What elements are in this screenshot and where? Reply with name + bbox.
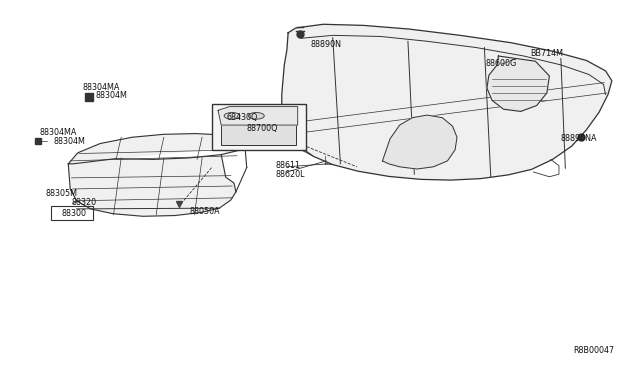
Polygon shape [68,134,245,216]
Text: BB714M: BB714M [531,49,563,58]
Ellipse shape [248,112,264,119]
Text: 88890NA: 88890NA [561,134,597,142]
Polygon shape [487,56,549,112]
Text: 88700Q: 88700Q [246,124,278,133]
Ellipse shape [224,112,240,119]
Text: 88304M: 88304M [96,91,127,100]
Text: 88611: 88611 [275,161,300,170]
Polygon shape [218,107,298,125]
Text: 88304MA: 88304MA [40,128,77,137]
Text: 88890N: 88890N [310,41,342,49]
Polygon shape [282,24,612,180]
Bar [51,206,93,220]
Text: 88320: 88320 [72,198,97,207]
Text: 88304M: 88304M [54,137,86,146]
Text: R8B00047: R8B00047 [573,346,614,355]
Text: 68430Q: 68430Q [227,113,258,122]
Text: 88300: 88300 [62,209,87,218]
Text: 88620L: 88620L [275,170,305,179]
Polygon shape [383,115,457,169]
Bar [221,123,296,145]
Bar [212,104,306,150]
Text: 88600G: 88600G [486,59,517,68]
Text: 88304MA: 88304MA [83,83,120,92]
Text: 88305M: 88305M [46,189,78,198]
Text: 88050A: 88050A [189,207,220,217]
